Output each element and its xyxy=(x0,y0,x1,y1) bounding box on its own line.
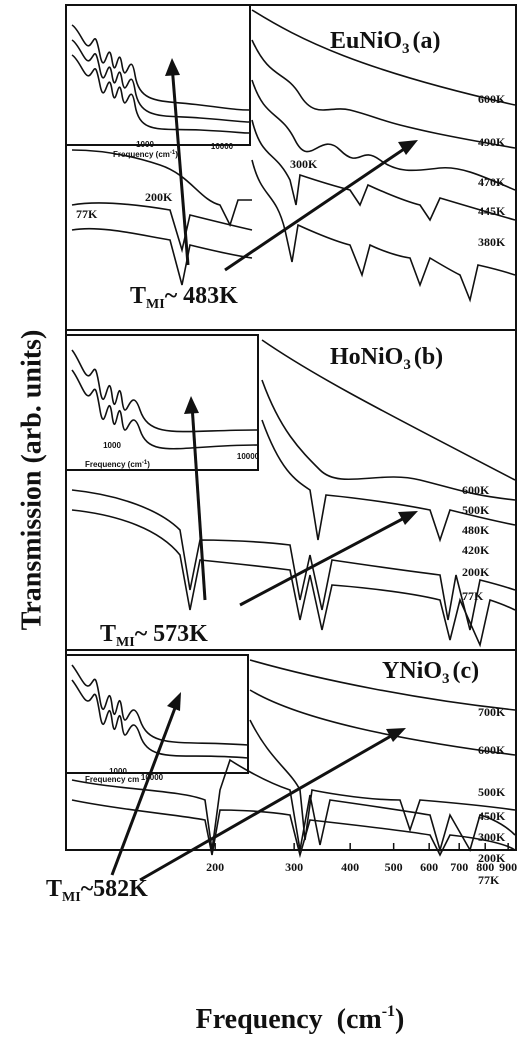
x-axis-label: Frequency (cm-1) xyxy=(196,1003,405,1036)
temperature-label: 490K xyxy=(478,135,506,149)
panel-letter: (c) xyxy=(453,658,480,684)
inset-tick-label: 1000 xyxy=(103,441,121,450)
compound: EuNiO xyxy=(330,28,402,54)
tmi-sub: MI xyxy=(146,297,165,312)
spectra xyxy=(71,659,516,859)
x-tick-label: 700 xyxy=(450,860,468,874)
x-label-text: Frequency xyxy=(196,1004,323,1035)
inset-axis-sup: -1 xyxy=(142,460,148,466)
inset-tick-label: 10000 xyxy=(141,773,164,782)
inset-axis-text: Frequency (cm xyxy=(85,460,142,469)
inset-axis-label: Frequency cm xyxy=(85,775,139,784)
tmi-symbol: T xyxy=(130,283,146,309)
temperature-label: 445K xyxy=(478,204,506,218)
temperature-label: 300K xyxy=(290,157,318,171)
inset-axis-close: ) xyxy=(147,460,150,469)
inset-tick-label: 10000 xyxy=(237,452,260,461)
tmi-value: ~ 573K xyxy=(135,621,208,647)
tmi-label: TMI~ 483K xyxy=(130,283,238,313)
compound-sub: 3 xyxy=(402,41,410,57)
x-label-close: ) xyxy=(395,1004,404,1035)
inset-axis-label: Frequency (cm-1) xyxy=(113,150,178,160)
inset-axis-label: Frequency (cm-1) xyxy=(85,460,150,470)
temperature-label: 700K xyxy=(478,705,506,719)
tmi-label: TMI~582K xyxy=(46,876,148,906)
compound: HoNiO xyxy=(330,344,403,370)
tmi-symbol: T xyxy=(100,621,116,647)
temperature-label: 470K xyxy=(478,175,506,189)
compound: YNiO xyxy=(382,658,442,684)
x-tick-label: 300 xyxy=(285,860,303,874)
temperature-label: 200K xyxy=(145,190,173,204)
tmi-value: ~ 483K xyxy=(165,283,238,309)
compound-sub: 3 xyxy=(442,671,450,687)
inset-tick-label: 1000 xyxy=(109,767,127,776)
spectra xyxy=(71,339,516,648)
x-label-unit: (cm xyxy=(337,1004,382,1035)
tmi-sub: MI xyxy=(116,635,135,650)
temperature-label: 380K xyxy=(478,235,506,249)
temperature-label: 600K xyxy=(478,92,506,106)
inset-tick-label: 1000 xyxy=(136,140,154,149)
compound-label: HoNiO3 (b) xyxy=(330,344,443,374)
temperature-label: 480K xyxy=(462,523,490,537)
temperature-label: 300K xyxy=(478,830,506,844)
temperature-label: 77K xyxy=(76,207,98,221)
arrows xyxy=(110,58,418,882)
x-tick-label: 500 xyxy=(385,860,403,874)
tmi-value: ~582K xyxy=(81,876,148,902)
tmi-label: TMI~ 573K xyxy=(100,621,208,651)
inset-frame xyxy=(65,4,251,146)
x-tick-label: 400 xyxy=(341,860,359,874)
temperature-label: 600K xyxy=(478,743,506,757)
panel-letter: (a) xyxy=(413,28,441,54)
compound-sub: 3 xyxy=(403,357,411,373)
panel-frame xyxy=(65,329,517,651)
temperature-label: 500K xyxy=(462,503,490,517)
x-tick-label: 600 xyxy=(420,860,438,874)
temperature-label: 200K xyxy=(478,851,506,865)
y-axis-label: Transmission (arb. units) xyxy=(16,330,47,631)
inset-axis-sup: -1 xyxy=(170,150,176,156)
panel-letter: (b) xyxy=(414,344,443,370)
temperature-label: 77K xyxy=(462,589,484,603)
compound-label: YNiO3 (c) xyxy=(382,658,479,688)
temperature-label: 420K xyxy=(462,543,490,557)
inset-axis-close: ) xyxy=(175,150,178,159)
compound-label: EuNiO3 (a) xyxy=(330,28,441,58)
inset-frame xyxy=(65,654,249,774)
inset-axis-text: Frequency cm xyxy=(85,775,139,784)
tmi-sub: MI xyxy=(62,890,81,905)
x-tick-label: 200 xyxy=(206,860,224,874)
tmi-symbol: T xyxy=(46,876,62,902)
x-label-sup: -1 xyxy=(382,1003,395,1020)
inset-axis-text: Frequency (cm xyxy=(113,150,170,159)
x-tick-label: 800 xyxy=(476,860,494,874)
x-tick-label: 900 xyxy=(499,860,517,874)
temperature-label: 450K xyxy=(478,809,506,823)
temperature-label: 200K xyxy=(462,565,490,579)
inset-frame xyxy=(65,334,259,471)
inset-tick-label: 10000 xyxy=(211,142,234,151)
temperature-label: 500K xyxy=(478,785,506,799)
temperature-label: 77K xyxy=(478,873,500,887)
temperature-label: 600K xyxy=(462,483,490,497)
